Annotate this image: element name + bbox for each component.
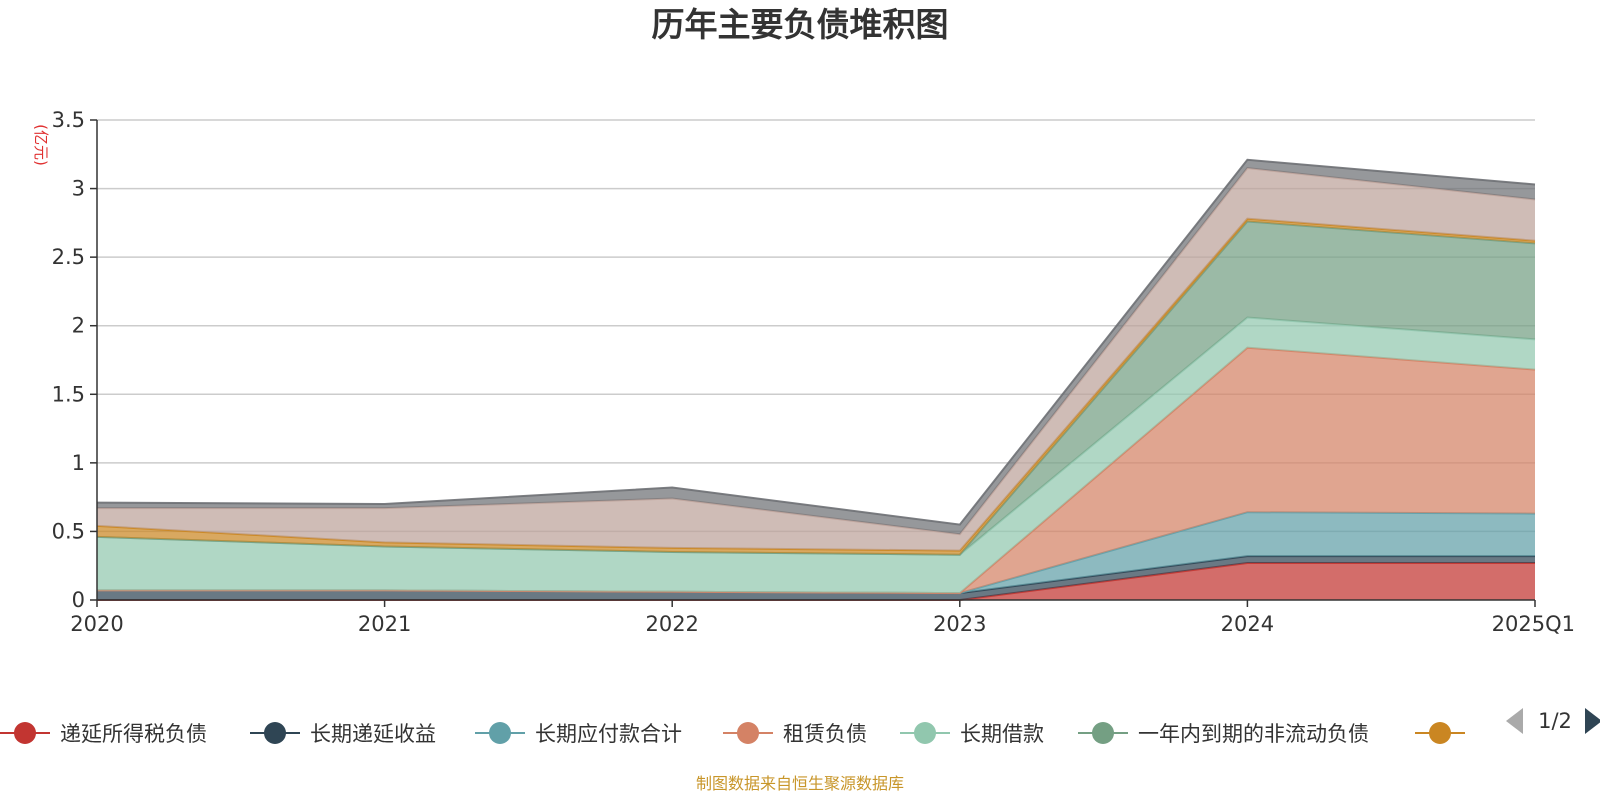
x-tick-label: 2021 <box>358 612 411 636</box>
y-tick-label: 2.5 <box>52 245 85 269</box>
source-note: 制图数据来自恒生聚源数据库 <box>696 774 904 793</box>
axes: 0 0.5 1 1.5 2 2.5 3 3.5 2020 2021 2022 2023 2024 2025… <box>52 108 1575 636</box>
legend-label: 递延所得税负债 <box>60 722 207 746</box>
legend-label: 长期借款 <box>960 722 1044 746</box>
legend[interactable]: 递延所得税负债 长期递延收益 长期应付款合计 租赁负债 长期借款 一年内到期的非流动负债 <box>0 722 1465 746</box>
area-series-8 <box>97 159 1535 535</box>
legend-marker <box>489 722 511 744</box>
x-tick-label: 2022 <box>645 612 698 636</box>
legend-item-4[interactable]: 长期借款 <box>900 722 1044 746</box>
legend-marker <box>1429 722 1451 744</box>
legend-item-2[interactable]: 长期应付款合计 <box>475 722 682 746</box>
y-tick-label: 3 <box>72 177 85 201</box>
legend-item-3[interactable]: 租赁负债 <box>723 722 867 746</box>
line-series-8 <box>96 158 1536 526</box>
x-tick-label: 2025Q1 <box>1492 612 1575 636</box>
legend-marker <box>264 722 286 744</box>
y-tick-label: 1 <box>72 451 85 475</box>
area-series-2 <box>97 512 1535 594</box>
y-tick-label: 0 <box>72 588 85 612</box>
legend-next-icon[interactable] <box>1585 708 1600 734</box>
grid-lines <box>97 119 1535 533</box>
legend-marker <box>737 722 759 744</box>
y-tick-label: 3.5 <box>52 108 85 132</box>
legend-item-0[interactable]: 递延所得税负债 <box>0 722 207 746</box>
legend-item-1[interactable]: 长期递延收益 <box>250 722 436 746</box>
area-series-4 <box>97 317 1535 594</box>
x-tick-label: 2024 <box>1221 612 1274 636</box>
area-series-0 <box>97 563 1535 600</box>
legend-item-6[interactable] <box>1415 722 1465 744</box>
area-series-3 <box>97 347 1535 594</box>
legend-item-5[interactable]: 一年内到期的非流动负债 <box>1078 722 1369 746</box>
legend-label: 一年内到期的非流动负债 <box>1138 722 1369 746</box>
legend-label: 租赁负债 <box>783 722 867 746</box>
series-areas <box>96 158 1536 601</box>
area-series-7 <box>97 168 1535 551</box>
area-series-1 <box>97 556 1535 600</box>
legend-marker <box>914 722 936 744</box>
legend-prev-icon[interactable] <box>1506 708 1523 734</box>
legend-page-indicator: 1/2 <box>1538 709 1572 733</box>
legend-label: 长期递延收益 <box>310 722 436 746</box>
y-tick-label: 0.5 <box>52 519 85 543</box>
y-tick-label: 2 <box>72 314 85 338</box>
legend-marker <box>1092 722 1114 744</box>
legend-pager[interactable]: 1/2 <box>1506 708 1600 734</box>
chart-title: 历年主要负债堆积图 <box>652 5 949 44</box>
x-tick-label: 2020 <box>70 612 123 636</box>
x-tick-label: 2023 <box>933 612 986 636</box>
area-series-5 <box>97 221 1535 555</box>
y-axis-unit: (亿元) <box>32 124 50 166</box>
legend-marker <box>14 722 36 744</box>
legend-label: 长期应付款合计 <box>535 722 682 746</box>
y-tick-label: 1.5 <box>52 382 85 406</box>
